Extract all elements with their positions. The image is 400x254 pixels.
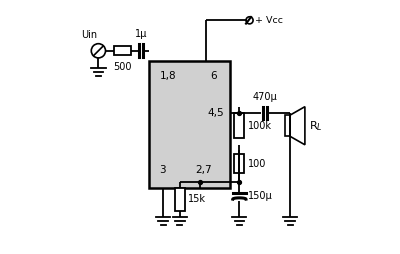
Text: 6: 6 [210,71,217,81]
Text: 150μ: 150μ [248,190,272,201]
Bar [234,154,244,173]
Bar [284,115,290,136]
Text: 470μ: 470μ [252,91,277,102]
Text: 3: 3 [159,165,166,175]
Text: + Vcc: + Vcc [255,16,283,25]
Bar [174,188,185,211]
Text: 4,5: 4,5 [208,108,224,118]
Text: 1,8: 1,8 [159,71,176,81]
Text: 100: 100 [248,159,266,169]
Text: Uin: Uin [82,30,98,40]
Text: 2,7: 2,7 [195,165,212,175]
Bar [234,113,244,138]
Text: R$_L$: R$_L$ [309,119,323,133]
Text: 500: 500 [113,62,132,72]
Text: 100k: 100k [248,121,272,131]
Bar [114,46,131,55]
Polygon shape [290,107,305,145]
Bar [149,61,230,188]
Text: 1μ: 1μ [135,28,147,39]
Text: 15k: 15k [188,194,206,204]
